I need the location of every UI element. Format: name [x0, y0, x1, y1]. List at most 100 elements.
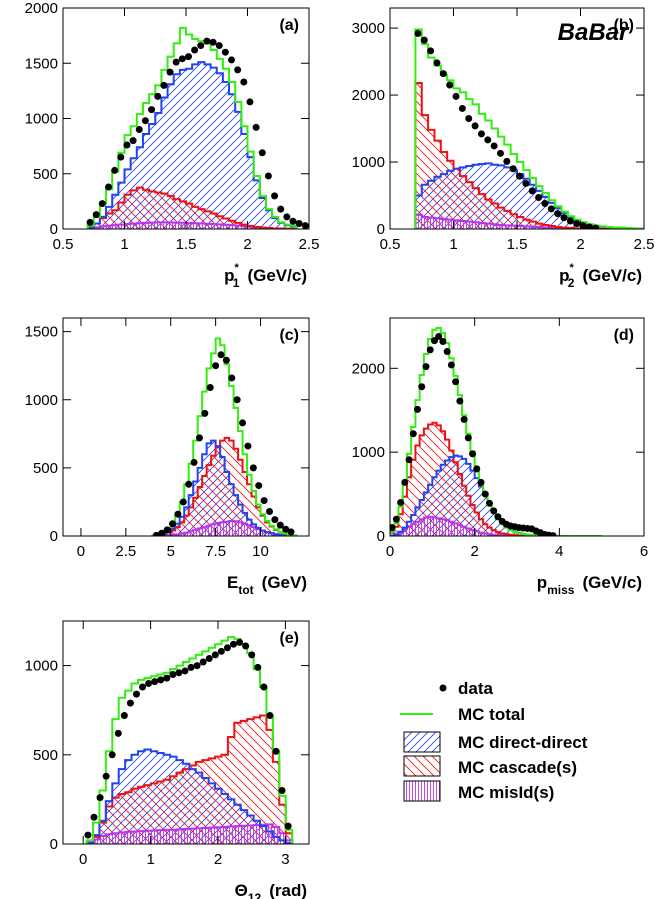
data-point-a [295, 219, 303, 227]
data-point-e [211, 651, 219, 659]
data-point-b [465, 115, 473, 122]
data-point-e [217, 647, 225, 655]
data-point-b [503, 157, 511, 165]
panel-b: 0.5 1 1.5 2 2.5 0 1000 2000 3000 (b) p* 2 (GeV/c) [352, 7, 654, 290]
data-point-a [228, 56, 236, 64]
data-point-a [184, 53, 192, 61]
y-tick-label-a: 500 [33, 166, 58, 183]
legend-data-marker [439, 684, 447, 692]
data-point-a [209, 38, 217, 46]
data-point-c [239, 419, 247, 427]
panel-label-a: (a) [279, 17, 299, 34]
babar-logo: BaBar [558, 19, 630, 46]
data-point-a [160, 81, 168, 89]
data-point-e [272, 747, 280, 755]
data-point-a [166, 68, 174, 76]
data-point-d [473, 465, 481, 473]
data-point-b [452, 92, 460, 100]
x-tick-label-b: 0.5 [380, 236, 401, 253]
data-point-a [117, 153, 125, 161]
data-point-b [592, 224, 600, 229]
x-tick-label-e: 3 [281, 851, 289, 868]
data-point-b [554, 210, 562, 218]
data-point-b [528, 187, 536, 195]
x-axis-title-d: pmiss (GeV/c) [537, 573, 642, 597]
data-point-e [90, 813, 98, 821]
y-tick-label-c: 1500 [25, 324, 58, 341]
data-point-d [401, 478, 409, 486]
data-point-e [205, 654, 213, 662]
data-point-b [446, 81, 454, 89]
data-point-b [566, 217, 574, 225]
plot-area-b [414, 28, 644, 229]
data-point-e [84, 831, 92, 839]
data-point-e [254, 663, 262, 671]
x-tick-label-e: 2 [214, 851, 222, 868]
data-point-a [258, 149, 266, 157]
data-point-d [464, 434, 472, 442]
data-point-c [282, 525, 290, 533]
data-point-a [289, 217, 297, 225]
x-tick-label-d: 6 [640, 543, 648, 560]
x-tick-label-c: 2.5 [115, 543, 136, 560]
x-tick-label-d: 4 [555, 543, 563, 560]
data-point-b [439, 70, 447, 78]
data-point-a [172, 58, 180, 66]
mc-total-histogram-b [414, 28, 644, 229]
data-point-d [549, 532, 557, 536]
mc-total-histogram-a [86, 26, 298, 229]
x-tick-label-e: 0 [79, 851, 87, 868]
x-tick-label-b: 1 [449, 236, 457, 253]
data-point-d [439, 337, 447, 345]
data-point-c [271, 516, 279, 524]
direct-histogram-a [86, 61, 298, 229]
data-point-a [123, 141, 131, 149]
data-point-c [174, 510, 182, 518]
data-point-a [203, 37, 211, 45]
data-point-c [212, 362, 220, 370]
y-tick-label-e: 500 [33, 747, 58, 764]
data-point-e [114, 729, 122, 737]
legend-cascade-swatch [403, 755, 441, 777]
data-point-b [522, 179, 530, 187]
data-point-d [392, 515, 400, 523]
data-point-e [284, 822, 292, 830]
data-point-b [427, 47, 435, 55]
legend-direct-label: MC direct-direct [458, 733, 588, 752]
y-tick-label-a: 0 [50, 221, 58, 238]
y-tick-label-d: 1000 [352, 444, 385, 461]
data-point-c [260, 497, 268, 505]
data-point-e [102, 772, 110, 780]
data-point-e [157, 676, 165, 684]
data-point-b [477, 130, 485, 138]
data-point-e [260, 683, 268, 691]
data-point-c [190, 458, 198, 466]
data-point-c [201, 409, 209, 417]
plot-frame-d [389, 317, 645, 537]
data-point-b [516, 172, 524, 180]
data-point-e [187, 663, 195, 671]
cascade-fill-e [86, 715, 293, 844]
y-tick-label-a: 1500 [25, 55, 58, 72]
data-point-e [139, 683, 147, 691]
data-point-d [490, 507, 498, 515]
y-tick-label-a: 1000 [25, 111, 58, 128]
legend-cascade-label: MC cascade(s) [458, 758, 577, 777]
data-point-a [178, 55, 186, 63]
y-tick-label-c: 1000 [25, 392, 58, 409]
x-tick-label-a: 2.5 [299, 236, 320, 253]
data-point-c [228, 374, 236, 382]
data-point-c [179, 498, 187, 506]
panel-d: 0 2 4 6 0 1000 2000 (d) pmiss (GeV/c) [352, 317, 648, 597]
data-point-a [283, 213, 291, 221]
data-point-d [456, 397, 464, 405]
legend: data MC total MC direct-direct MC cascad… [400, 679, 588, 802]
data-point-e [108, 751, 116, 759]
data-point-c [217, 351, 225, 359]
legend-direct-swatch [403, 731, 441, 753]
data-point-a [98, 200, 106, 208]
data-point-e [151, 678, 159, 686]
plot-frame-e [62, 620, 310, 845]
panel-a: 0.5 1 1.5 2 2.5 0 500 1000 1500 2000 (a) p* 1 (GeV/c) [25, 0, 320, 290]
